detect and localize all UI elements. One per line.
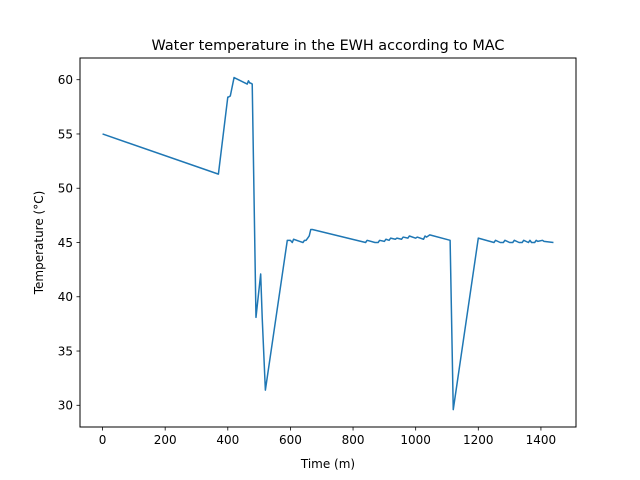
x-tick-label: 800: [342, 433, 365, 447]
series-layer: [102, 76, 554, 411]
y-tick-label: 45: [58, 236, 73, 250]
x-tick-label: 1200: [463, 433, 494, 447]
y-tick-label: 50: [58, 182, 73, 196]
x-tick-label: 1000: [400, 433, 431, 447]
y-tick-label: 60: [58, 73, 73, 87]
x-tick-label: 1400: [526, 433, 557, 447]
y-axis-label: Temperature (°C): [32, 191, 46, 296]
chart-title: Water temperature in the EWH according t…: [152, 38, 505, 54]
y-tick-label: 55: [58, 127, 73, 141]
y-tick-label: 35: [58, 344, 73, 358]
x-axis-ticks: 0 200 400 600 800 1000 1200 1400: [99, 427, 556, 447]
series-line-0: [102, 76, 554, 411]
x-tick-label: 400: [216, 433, 239, 447]
x-tick-label: 600: [279, 433, 302, 447]
x-tick-label: 0: [99, 433, 107, 447]
x-tick-label: 200: [154, 433, 177, 447]
y-axis-ticks: 30 35 40 45 50 55 60: [58, 73, 80, 413]
y-tick-label: 30: [58, 399, 73, 413]
y-tick-label: 40: [58, 290, 73, 304]
x-axis-label: Time (m): [300, 457, 355, 471]
